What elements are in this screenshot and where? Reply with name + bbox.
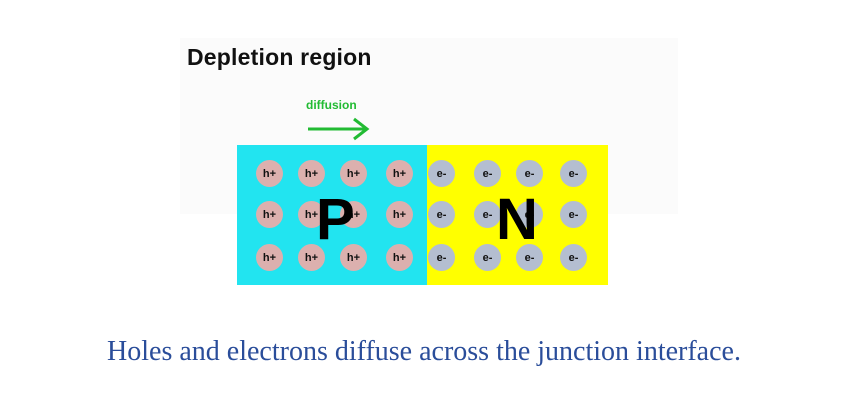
hole-carrier: h+ bbox=[386, 244, 413, 271]
hole-carrier: h+ bbox=[340, 160, 367, 187]
electron-carrier: e- bbox=[428, 201, 455, 228]
hole-carrier: h+ bbox=[256, 201, 283, 228]
hole-carrier: h+ bbox=[256, 160, 283, 187]
hole-carrier: h+ bbox=[340, 201, 367, 228]
electron-carrier: e- bbox=[474, 160, 501, 187]
electron-carrier: e- bbox=[516, 244, 543, 271]
hole-carrier: h+ bbox=[386, 160, 413, 187]
electron-carrier: e- bbox=[560, 244, 587, 271]
hole-carrier: h+ bbox=[340, 244, 367, 271]
electron-carrier: e- bbox=[474, 244, 501, 271]
hole-carrier: h+ bbox=[256, 244, 283, 271]
hole-carrier: h+ bbox=[386, 201, 413, 228]
p-region-letter: P bbox=[316, 187, 355, 252]
electron-carrier: e- bbox=[428, 244, 455, 271]
electron-carrier: e- bbox=[516, 201, 543, 228]
electron-carrier: e- bbox=[516, 160, 543, 187]
hole-carrier: h+ bbox=[298, 201, 325, 228]
diffusion-arrow-icon bbox=[308, 117, 370, 141]
n-region-letter: N bbox=[496, 187, 538, 252]
electron-carrier: e- bbox=[560, 201, 587, 228]
caption: Holes and electrons diffuse across the j… bbox=[107, 336, 741, 367]
electron-carrier: e- bbox=[474, 201, 501, 228]
hole-carrier: h+ bbox=[298, 244, 325, 271]
diffusion-label: diffusion bbox=[306, 98, 357, 112]
electron-carrier: e- bbox=[560, 160, 587, 187]
hole-carrier: h+ bbox=[298, 160, 325, 187]
electron-carrier: e- bbox=[428, 160, 455, 187]
diagram-title: Depletion region bbox=[187, 44, 372, 70]
